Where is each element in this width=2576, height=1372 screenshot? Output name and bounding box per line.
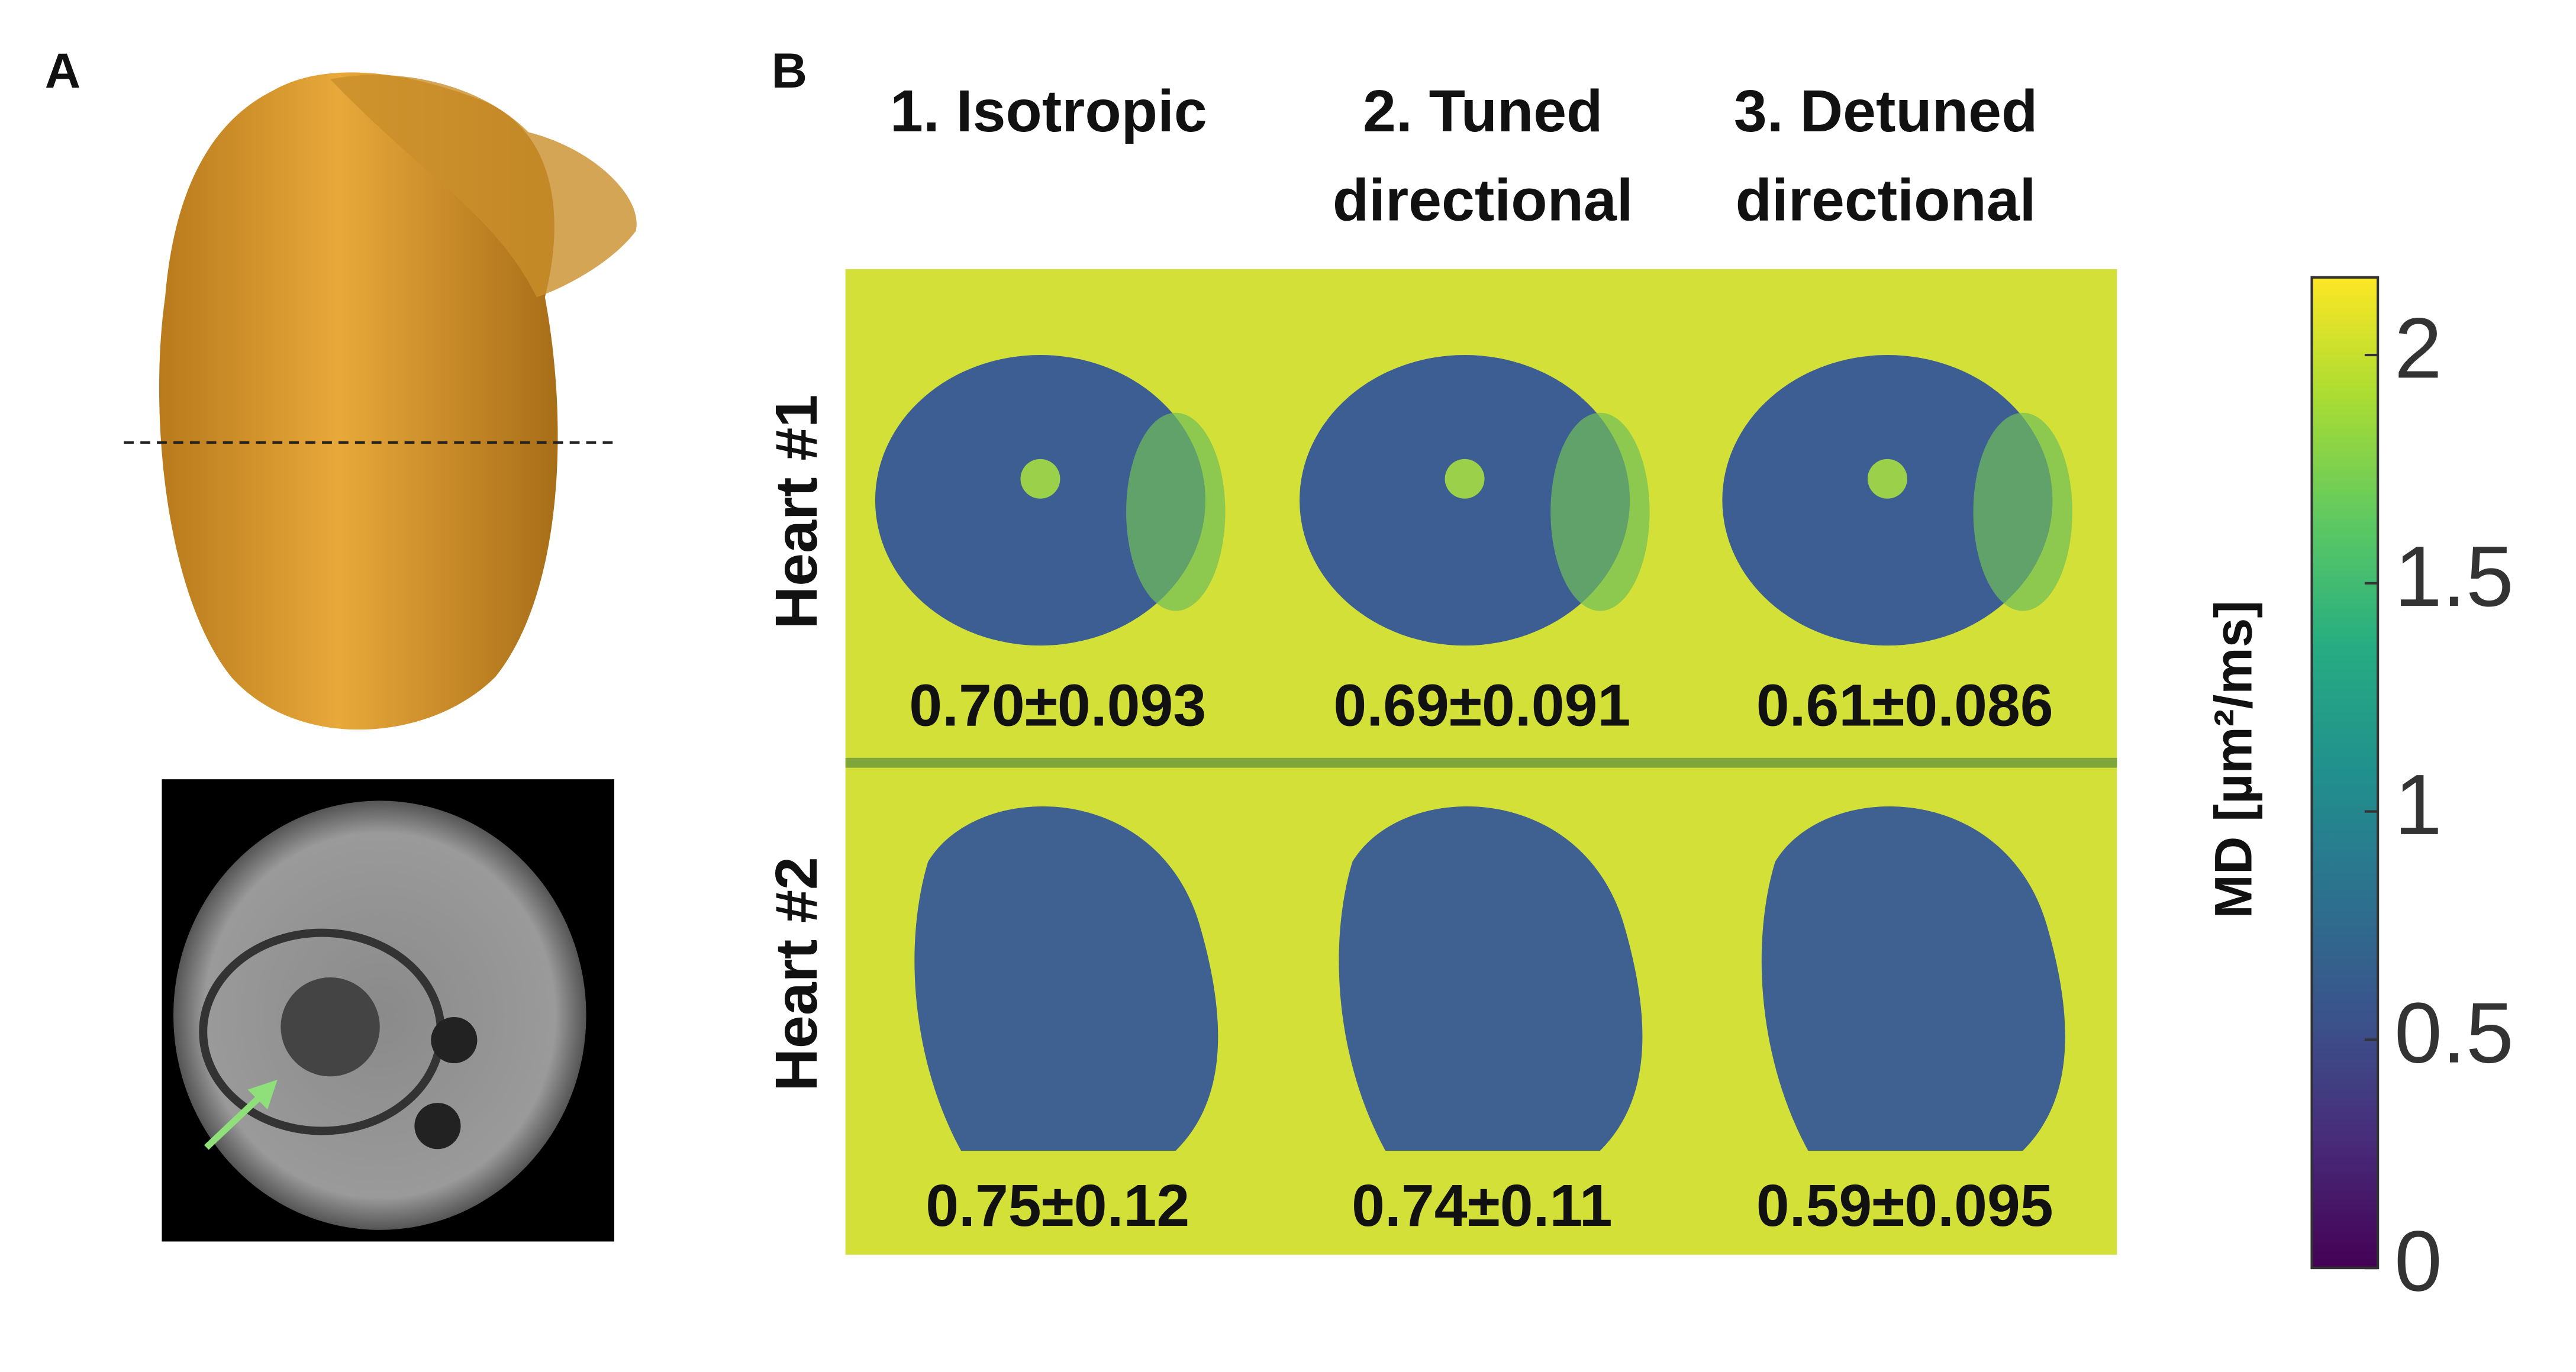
tissue (1339, 806, 1643, 1151)
md-value: 0.75±0.12 (926, 1173, 1189, 1239)
heart-render (124, 72, 637, 730)
colorbar (2310, 276, 2380, 1270)
colorbar-tick-label: 0 (2394, 1213, 2442, 1309)
column-header: 3. Detuned (1734, 78, 2037, 144)
md-value: 0.61±0.086 (1756, 672, 2053, 738)
column-header: 2. Tuned (1363, 78, 1603, 144)
column-header: directional (1736, 167, 2036, 234)
cavity (1867, 459, 1907, 499)
colorbar-label: MD [µm²/ms] (2204, 601, 2263, 919)
md-value: 0.70±0.093 (909, 672, 1206, 738)
tissue (875, 355, 1205, 646)
colorbar-tick-label: 0.5 (2394, 985, 2514, 1081)
cavity (1020, 459, 1060, 499)
md-value: 0.74±0.11 (1352, 1173, 1613, 1239)
panel-label: A (45, 43, 80, 98)
cavity (1445, 459, 1485, 499)
row-label: Heart #2 (763, 857, 830, 1091)
tissue-edge (1126, 412, 1226, 611)
tissue (1722, 355, 2053, 646)
md-value: 0.59±0.095 (1756, 1173, 2053, 1239)
row-label: Heart #1 (763, 395, 830, 629)
panel-label: B (772, 43, 807, 98)
colorbar-tick-label: 1 (2394, 757, 2442, 853)
tissue (1761, 806, 2065, 1151)
column-header: 1. Isotropic (890, 78, 1207, 144)
colorbar-tick-label: 1.5 (2394, 528, 2514, 624)
column-header: directional (1333, 167, 1633, 234)
tissue (1300, 355, 1630, 646)
colorbar-tick-label: 2 (2394, 300, 2442, 396)
maps (875, 355, 2072, 1151)
tissue (914, 806, 1218, 1151)
mri-slice (162, 779, 615, 1242)
md-value: 0.69±0.091 (1333, 672, 1630, 738)
tissue-edge (1973, 412, 2072, 611)
tissue-edge (1550, 412, 1650, 611)
